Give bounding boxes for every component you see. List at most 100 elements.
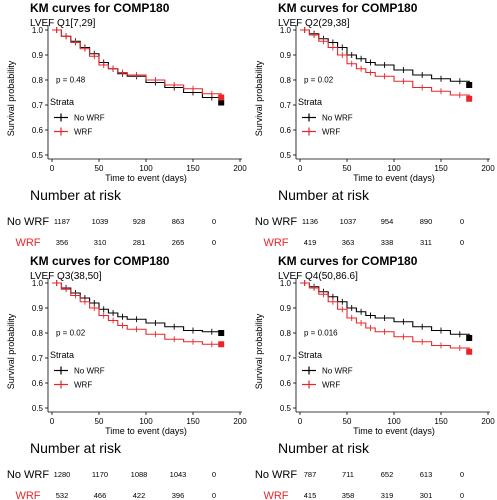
y-tick-label: 0.6 [280,379,292,388]
y-tick-label: 0.9 [32,304,44,313]
risk-row-label: WRF [263,237,288,249]
legend-label: No WRF [74,114,105,123]
risk-count: 419 [304,238,317,247]
curve-end-marker [466,95,473,102]
risk-count: 356 [56,238,69,247]
y-tick-label: 0.8 [280,76,292,85]
x-tick-label: 150 [186,164,200,173]
y-axis-label: Survival probability [254,60,264,136]
survival-curve-wrf [300,282,470,352]
risk-count: 310 [94,238,107,247]
risk-row-label: No WRF [255,469,297,481]
risk-count: 613 [420,470,433,479]
y-axis-label: Survival probability [254,313,264,389]
risk-count: 0 [460,238,464,247]
risk-count: 0 [212,491,216,500]
y-tick-label: 0.9 [32,51,44,60]
risk-count: 363 [342,238,355,247]
y-axis-label: Survival probability [6,60,16,136]
legend-label: No WRF [74,367,105,376]
x-tick-label: 200 [481,164,495,173]
risk-table-title: Number at risk [30,440,122,456]
legend-label: WRF [322,128,340,137]
km-panel-4: KM curves for COMP180 LVEF Q4(50,86.6] 0.5… [254,254,495,500]
chart-subtitle: LVEF Q3(38,50] [30,271,102,282]
y-tick-label: 1.0 [32,26,44,35]
chart-subtitle: LVEF Q1[7,29] [30,18,96,29]
y-tick-label: 0.5 [32,151,44,160]
risk-count: 711 [342,470,354,479]
y-tick-label: 0.8 [280,329,292,338]
y-tick-label: 0.8 [32,76,44,85]
y-tick-label: 0.6 [32,379,44,388]
y-tick-label: 0.6 [280,126,292,135]
risk-row-label: No WRF [7,216,49,228]
x-tick-label: 50 [343,417,352,426]
risk-count: 0 [460,470,464,479]
curve-end-marker [466,335,473,341]
km-panel-3: KM curves for COMP180 LVEF Q3(38,50] 0.5 0.… [6,254,247,500]
risk-count: 1039 [92,217,109,226]
y-tick-label: 1.0 [280,26,292,35]
km-panel-2: KM curves for COMP180 LVEF Q2(29,38] 0.5 0.… [254,1,495,249]
risk-row-label: No WRF [255,216,297,228]
x-tick-label: 100 [139,164,153,173]
risk-count: 1043 [170,470,187,479]
p-value: p = 0.02 [56,329,86,338]
curve-end-marker [218,94,225,101]
x-tick-label: 0 [50,417,55,426]
x-tick-label: 150 [434,164,448,173]
risk-count: 0 [212,238,216,247]
y-tick-label: 0.7 [280,101,292,110]
x-tick-label: 50 [95,164,104,173]
risk-count: 954 [381,217,394,226]
survival-curve-wrf [300,29,470,99]
risk-count: 532 [56,491,69,500]
x-axis-label: Time to event (days) [105,426,187,436]
x-tick-label: 200 [481,417,495,426]
risk-table-title: Number at risk [30,187,122,203]
p-value: p = 0.02 [304,76,334,85]
legend-label: No WRF [322,114,353,123]
risk-row-label: No WRF [7,469,49,481]
risk-row-label: WRF [15,237,40,249]
chart-title: KM curves for COMP180 [30,254,170,268]
risk-count: 787 [304,470,317,479]
km-panel-1: KM curves for COMP180 LVEF Q1[7,29] 0.5 0.6… [6,1,247,249]
risk-count: 281 [133,238,146,247]
x-tick-label: 200 [233,417,247,426]
y-tick-label: 0.5 [280,404,292,413]
risk-count: 396 [172,491,185,500]
x-tick-label: 100 [387,164,401,173]
legend-label: No WRF [322,367,353,376]
y-tick-label: 1.0 [280,279,292,288]
x-tick-label: 0 [298,164,303,173]
risk-count: 0 [460,491,464,500]
chart-title: KM curves for COMP180 [30,1,170,15]
x-tick-label: 150 [434,417,448,426]
chart-subtitle: LVEF Q4(50,86.6] [278,271,358,282]
risk-count: 652 [381,470,394,479]
y-tick-label: 0.7 [32,354,44,363]
x-tick-label: 150 [186,417,200,426]
curve-end-marker [466,348,473,355]
risk-row-label: WRF [15,490,40,500]
risk-count: 265 [172,238,185,247]
legend-title: Strata [298,97,322,107]
x-tick-label: 50 [343,164,352,173]
x-axis-label: Time to event (days) [105,173,187,183]
survival-curve-wrf [52,29,222,98]
risk-count: 1280 [54,470,71,479]
y-axis-label: Survival probability [6,313,16,389]
y-tick-label: 0.7 [32,101,44,110]
risk-count: 319 [381,491,394,500]
y-tick-label: 0.8 [32,329,44,338]
legend-title: Strata [50,97,74,107]
risk-count: 928 [133,217,146,226]
risk-count: 466 [94,491,107,500]
x-tick-label: 0 [50,164,55,173]
risk-count: 358 [342,491,355,500]
x-axis-label: Time to event (days) [353,426,435,436]
risk-count: 422 [133,491,146,500]
